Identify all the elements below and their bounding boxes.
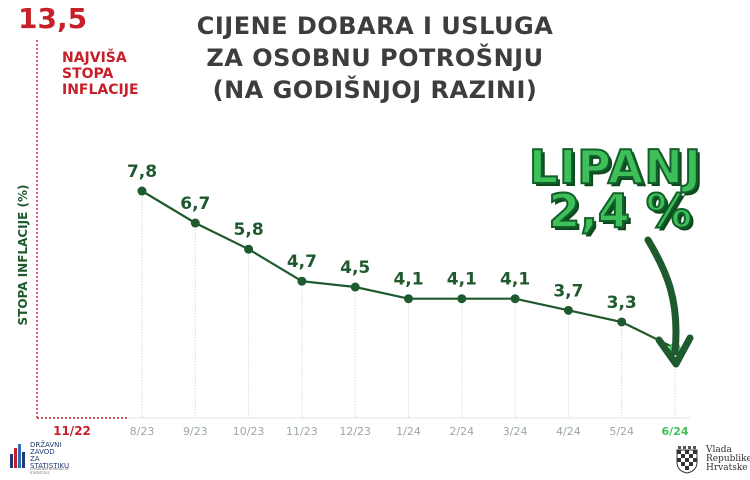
tick-label: 6/24 <box>662 425 689 438</box>
max-label-line: STOPA <box>62 66 114 82</box>
dzs-logo: DRŽAVNI ZAVOD ZA STATISTIKU CROATIAN BUR… <box>10 440 80 476</box>
dzs-logo-subtext: CROATIAN BUREAU OF STATISTICS <box>30 467 70 475</box>
data-point <box>297 276 307 286</box>
data-point <box>190 218 200 228</box>
callout-month: LIPANJ <box>528 139 702 195</box>
data-label: 4,1 <box>447 270 477 290</box>
data-point <box>404 294 413 304</box>
tick-label: 2/24 <box>449 425 474 438</box>
data-label: 3,7 <box>553 281 583 301</box>
gov-line: Republike <box>706 454 750 464</box>
gov-line: Vlada <box>706 445 732 455</box>
max-label-line: NAJVIŠA <box>62 50 127 66</box>
data-point <box>617 317 627 327</box>
tick-label: 1/24 <box>396 425 421 438</box>
arrow-icon <box>644 236 680 356</box>
coat-of-arms-icon <box>676 446 698 474</box>
dzs-line: ZAVOD <box>30 448 55 456</box>
chart-title-line-3: (NA GODIŠNJOJ RAZINI) <box>212 76 538 104</box>
data-point <box>510 294 520 304</box>
dzs-line: DRŽAVNI <box>30 441 62 449</box>
government-logo: Vlada Republike Hrvatske <box>676 444 750 478</box>
data-label: 6,7 <box>180 194 210 214</box>
arrow-head-icon <box>655 334 694 368</box>
chart-title-line-1: CIJENE DOBARA I USLUGA <box>196 12 554 40</box>
data-label: 4,7 <box>287 252 317 272</box>
dzs-line: ZA <box>30 455 40 463</box>
bar-chart-icon <box>10 444 25 468</box>
tick-label: 9/23 <box>183 425 208 438</box>
tick-label-max: 11/22 <box>53 424 91 438</box>
data-label: 5,8 <box>234 220 264 240</box>
data-label: 4,5 <box>340 258 370 278</box>
chart-title-line-2: ZA OSOBNU POTROŠNJU <box>206 44 544 72</box>
data-point <box>350 282 360 292</box>
data-label: 4,1 <box>500 270 530 290</box>
data-label: 3,3 <box>607 293 637 313</box>
y-axis-label: STOPA INFLACIJE (%) <box>16 184 30 326</box>
max-inflation-label: NAJVIŠA STOPA INFLACIJE <box>62 50 139 98</box>
tick-label: 12/23 <box>339 425 371 438</box>
max-inflation-value: 13,5 <box>18 2 88 35</box>
tick-label: 10/23 <box>233 425 265 438</box>
tick-label: 8/23 <box>130 425 155 438</box>
tick-label: 3/24 <box>503 425 528 438</box>
data-point <box>244 244 254 254</box>
data-label: 7,8 <box>127 162 157 182</box>
data-point <box>457 294 467 304</box>
max-label-line: INFLACIJE <box>62 82 139 98</box>
callout-value: 2,4 % <box>547 183 693 239</box>
dzs-logo-text: DRŽAVNI ZAVOD ZA STATISTIKU <box>30 442 69 470</box>
data-point <box>563 305 573 315</box>
data-label: 4,1 <box>393 270 423 290</box>
government-logo-text: Vlada Republike Hrvatske <box>706 446 750 473</box>
tick-label: 5/24 <box>609 425 634 438</box>
data-point <box>137 186 147 196</box>
dzs-line: STATISTIKU <box>30 462 70 470</box>
tick-label: 4/24 <box>556 425 581 438</box>
tick-label: 11/23 <box>286 425 318 438</box>
gov-line: Hrvatske <box>706 463 748 473</box>
